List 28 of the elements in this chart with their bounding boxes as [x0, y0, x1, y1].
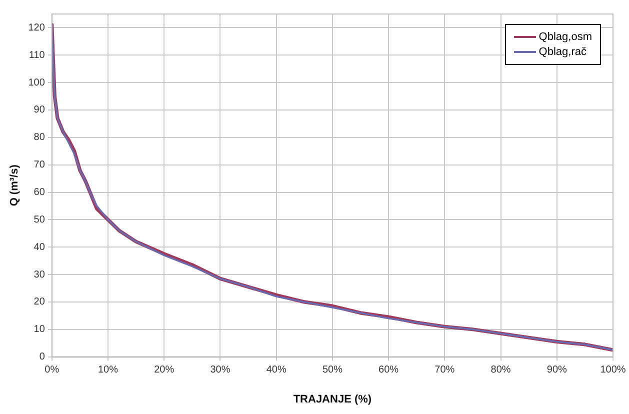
x-tick-label: 70%	[434, 364, 455, 376]
y-tick-label: 0	[39, 352, 46, 363]
y-tick-label: 80	[34, 132, 46, 144]
x-tick-label: 100%	[600, 364, 626, 376]
y-tick-label: 10	[34, 324, 46, 336]
x-tick-label: 80%	[490, 364, 511, 376]
x-tick-label: 90%	[546, 364, 568, 376]
y-tick-label: 50	[34, 214, 46, 226]
y-axis-title: Q (m³/s)	[8, 164, 21, 206]
y-tick-label: 100	[28, 77, 46, 88]
x-tick-label: 20%	[154, 364, 174, 376]
y-tick-label: 120	[28, 22, 46, 34]
legend-label: Qblag,osm	[538, 31, 592, 43]
x-tick-label: 40%	[266, 364, 286, 376]
x-tick-label: 60%	[378, 364, 399, 376]
y-tick-label: 70	[34, 160, 46, 171]
y-tick-label: 90	[34, 104, 46, 116]
legend-label: Qblag,rač	[538, 46, 586, 58]
y-tick-label: 60	[34, 187, 46, 198]
x-tick-label: 10%	[98, 364, 118, 376]
y-tick-label: 30	[34, 269, 46, 280]
y-tick-label: 20	[34, 296, 46, 308]
y-tick-label: 40	[34, 242, 46, 253]
x-axis-title: TRAJANJE (%)	[293, 393, 372, 406]
x-tick-label: 50%	[322, 364, 343, 376]
y-tick-label: 110	[28, 50, 46, 61]
x-tick-label: 30%	[210, 364, 230, 376]
x-tick-label: 0%	[44, 364, 60, 376]
